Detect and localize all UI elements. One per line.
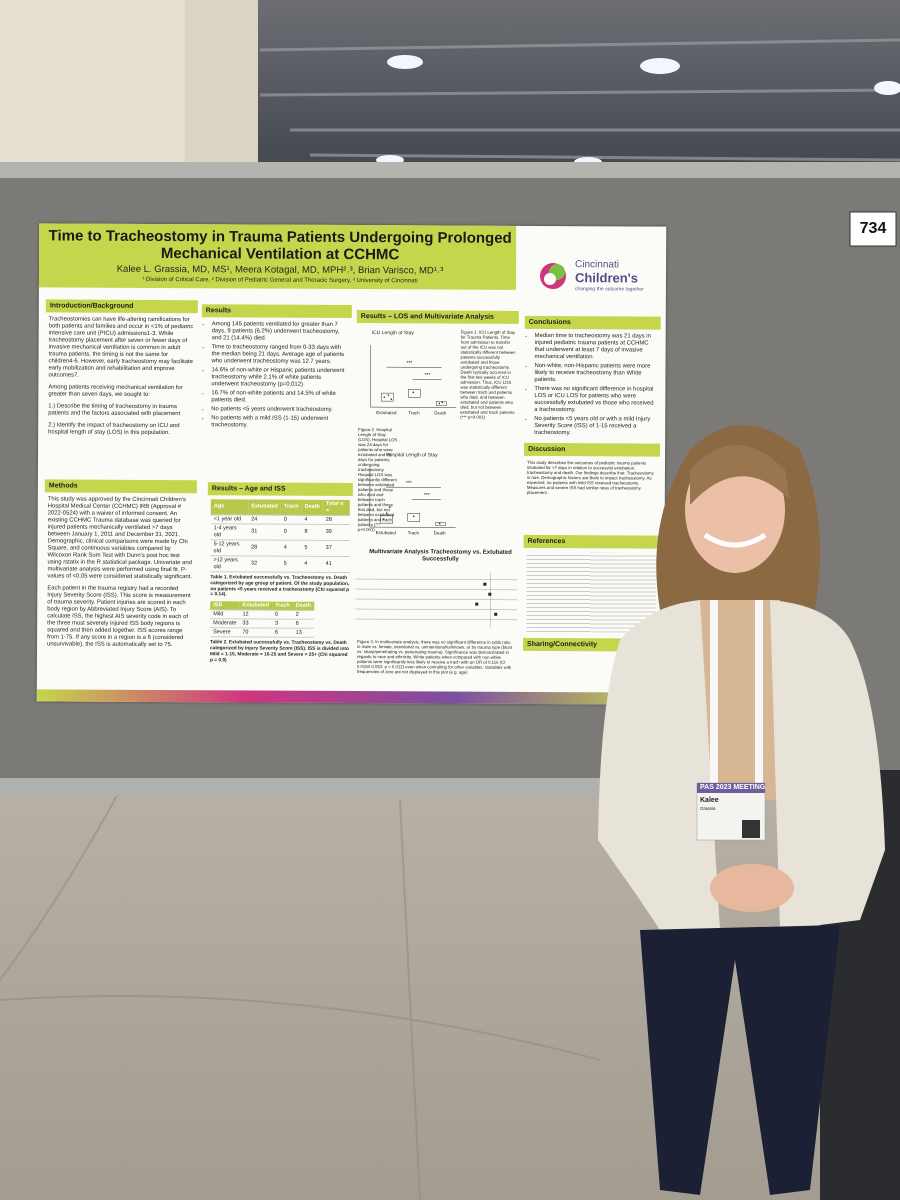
forest-plot bbox=[355, 572, 518, 628]
badge-last-name: Grassia bbox=[700, 806, 716, 811]
los-section: Results – LOS and Multivariate Analysis … bbox=[355, 310, 519, 683]
badge-meeting: PAS 2023 MEETING bbox=[700, 784, 766, 791]
board-number: 734 bbox=[859, 220, 887, 237]
logo-icon bbox=[539, 263, 566, 290]
poster: Time to Tracheostomy in Trauma Patients … bbox=[36, 223, 667, 705]
badge-first-name: Kalee bbox=[700, 797, 719, 804]
figures bbox=[369, 345, 457, 528]
